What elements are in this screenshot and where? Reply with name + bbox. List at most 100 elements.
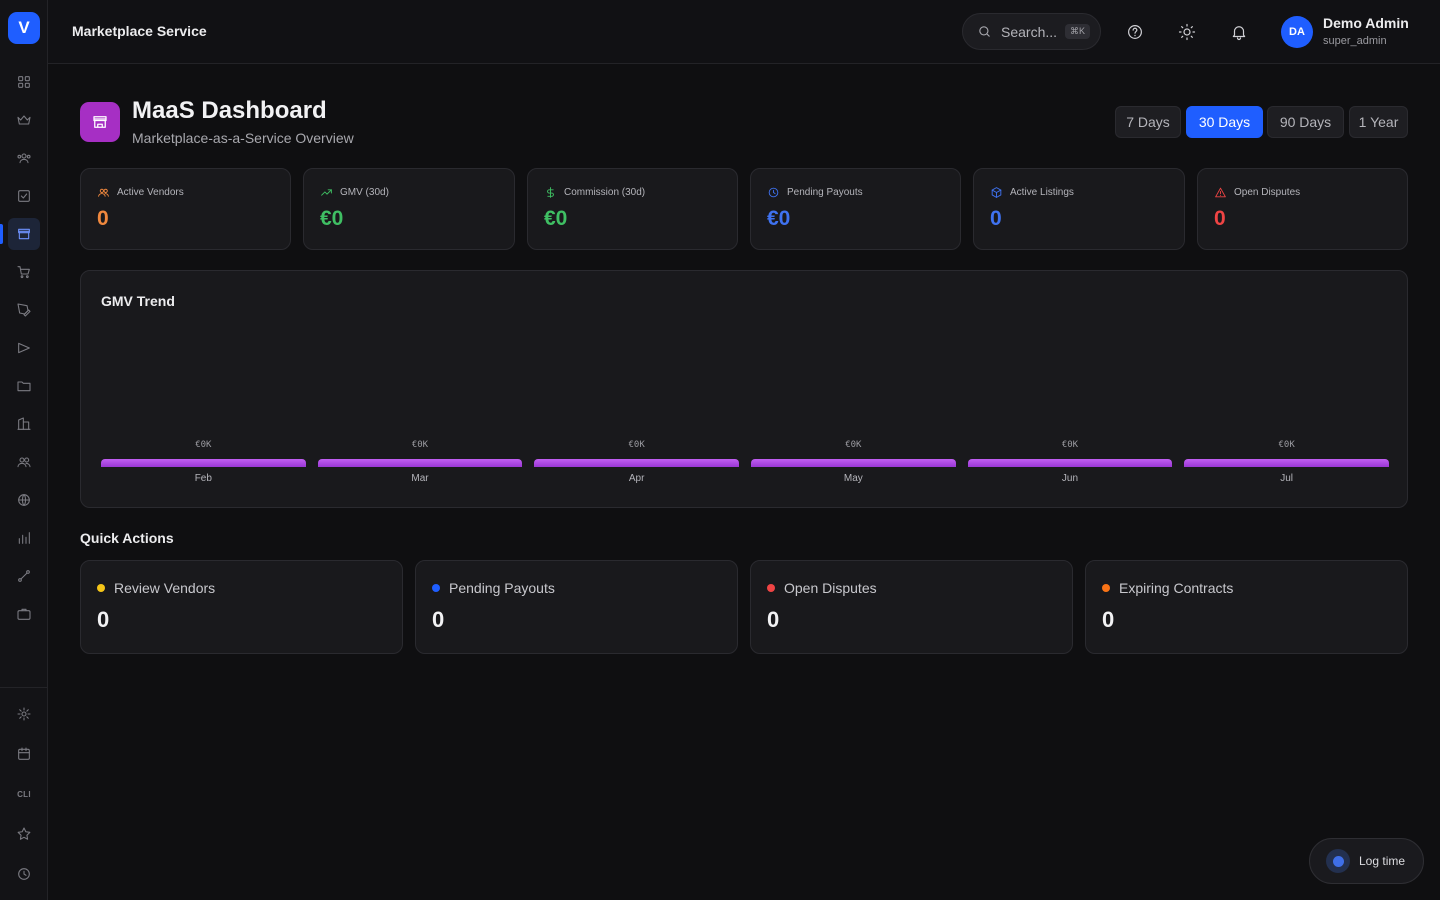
sidebar-item-files[interactable] [12,374,36,398]
chart-bar[interactable] [317,459,523,467]
gmv-trend-chart: GMV Trend €0K Feb €0K Mar €0K Apr €0K May €0K Jun… [80,270,1408,508]
app-logo[interactable]: V [8,12,40,44]
stat-label: Pending Payouts [787,187,863,198]
search-input[interactable]: Search... ⌘K [962,13,1101,50]
sidebar-item-tasks[interactable] [12,184,36,208]
status-dot [432,584,440,592]
user-name[interactable]: Demo Admin [1323,15,1409,31]
qa-label-row: Open Disputes [767,580,877,596]
qa-value: 0 [1102,607,1115,632]
bar-value-label: €0K [845,440,862,450]
range-1-year-button[interactable]: 1 Year [1349,106,1408,138]
grid-icon [18,76,30,88]
stat-card-commission[interactable]: Commission (30d) €0 [527,168,738,250]
qa-label-row: Pending Payouts [432,580,555,596]
stat-card-pending-payouts[interactable]: Pending Payouts €0 [750,168,961,250]
stat-card-gmv[interactable]: GMV (30d) €0 [303,168,515,250]
chart-column: €0K May [751,271,956,507]
stat-label: Open Disputes [1234,187,1301,198]
bar-value-label: €0K [1278,440,1295,450]
quick-action-pending-payouts[interactable]: Pending Payouts 0 [415,560,738,654]
quick-action-expiring-contracts[interactable]: Expiring Contracts 0 [1085,560,1408,654]
sidebar-item-history[interactable] [12,862,36,886]
page-title: MaaS Dashboard [132,97,327,124]
checkbox-icon [18,190,30,202]
help-button[interactable] [1125,22,1145,42]
sidebar-item-global[interactable] [12,488,36,512]
status-dot [97,584,105,592]
sidebar-item-users[interactable] [12,450,36,474]
sidebar-item-dashboard[interactable] [12,70,36,94]
sidebar-item-calendar[interactable] [12,742,36,766]
avatar[interactable]: DA [1281,16,1313,48]
stat-label-row: Open Disputes [1214,186,1300,199]
stat-label-row: GMV (30d) [320,186,389,199]
chart-bar[interactable] [751,459,956,467]
stat-card-active-vendors[interactable]: Active Vendors 0 [80,168,291,250]
stat-card-active-listings[interactable]: Active Listings 0 [973,168,1185,250]
quick-action-review-vendors[interactable]: Review Vendors 0 [80,560,403,654]
sidebar-item-marketplace[interactable] [8,218,40,250]
stat-value: 0 [1214,207,1226,230]
globe-icon [18,494,30,506]
sidebar-item-favorites[interactable] [12,822,36,846]
chart-column: €0K Jun [967,271,1173,507]
chart-bar[interactable] [1184,459,1389,467]
sidebar-item-design[interactable] [12,298,36,322]
help-icon [1128,25,1142,39]
chart-column: €0K Feb [101,271,306,507]
briefcase-icon [17,608,31,620]
stat-value: 0 [97,207,109,230]
search-placeholder: Search... [1001,23,1058,40]
stat-card-open-disputes[interactable]: Open Disputes 0 [1197,168,1408,250]
sidebar-item-premium[interactable] [12,108,36,132]
status-dot [767,584,775,592]
qa-value: 0 [97,607,110,632]
sidebar-item-teams[interactable] [12,146,36,170]
x-tick-label: May [843,473,863,484]
qa-value: 0 [432,607,445,632]
status-dot [1102,584,1110,592]
range-30-days-button[interactable]: 30 Days [1186,106,1263,138]
clock-icon [768,187,779,198]
stat-value: 0 [990,207,1002,230]
log-time-button[interactable]: Log time [1309,838,1424,884]
building-icon [17,417,31,430]
users-icon [98,188,109,197]
chart-bar[interactable] [967,459,1173,467]
alert-triangle-icon [1215,187,1226,198]
sidebar-item-cart[interactable] [12,260,36,284]
pen-tool-icon [17,303,31,317]
star-icon [17,827,31,840]
service-title: Marketplace Service [72,23,207,39]
bar-value-label: €0K [195,440,212,450]
page-subtitle: Marketplace-as-a-Service Overview [132,130,354,146]
x-tick-label: Jun [1061,473,1079,484]
gear-icon [17,707,31,721]
group-icon [17,153,31,164]
trending-up-icon [321,189,332,196]
dollar-icon [547,187,554,198]
range-90-days-button[interactable]: 90 Days [1267,106,1344,138]
store-icon [18,228,30,240]
notifications-button[interactable] [1229,22,1249,42]
sidebar-item-cli[interactable]: CLI [12,782,36,806]
box-icon [991,187,1002,198]
qa-label: Pending Payouts [449,580,555,596]
chart-bar[interactable] [534,459,739,467]
x-tick-label: Feb [194,473,212,484]
sidebar-item-campaigns[interactable] [12,336,36,360]
sidebar-item-jobs[interactable] [12,602,36,626]
theme-toggle-button[interactable] [1177,22,1197,42]
sidebar-item-settings[interactable] [12,702,36,726]
quick-action-open-disputes[interactable]: Open Disputes 0 [750,560,1073,654]
stat-label: GMV (30d) [340,187,389,198]
chart-bar[interactable] [101,459,306,467]
route-icon [18,570,30,582]
stat-label: Active Listings [1010,187,1074,198]
range-7-days-button[interactable]: 7 Days [1115,106,1181,138]
stat-value: €0 [767,207,791,230]
sidebar-item-analytics[interactable] [12,526,36,550]
sidebar-item-routes[interactable] [12,564,36,588]
sidebar-item-organizations[interactable] [12,412,36,436]
